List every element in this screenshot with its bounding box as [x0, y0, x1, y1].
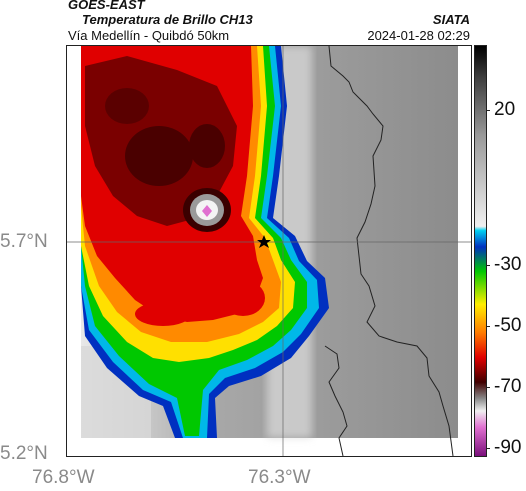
colorbar-tick	[486, 110, 490, 111]
colorbar-label: -90	[494, 437, 522, 458]
border-line-south	[324, 345, 348, 456]
border-line-east	[328, 46, 454, 456]
lat-tick-label: 5.2°N	[0, 443, 48, 464]
lat-tick-label: 5.7°N	[0, 231, 48, 252]
colorbar-label: -30	[494, 254, 522, 275]
organization-label: SIATA	[432, 12, 470, 27]
colorbar	[474, 45, 487, 457]
colorbar-tick	[486, 448, 490, 449]
satellite-map[interactable]	[66, 45, 472, 457]
colorbar-gradient	[475, 46, 486, 456]
location-star-marker	[257, 235, 271, 248]
route-subtitle: Vía Medellín - Quibdó 50km	[68, 28, 230, 43]
map-canvas	[67, 46, 471, 456]
timestamp-label: 2024-01-28 02:29	[367, 28, 470, 43]
lon-tick-label: 76.8°W	[32, 467, 95, 488]
colorbar-tick	[486, 265, 490, 266]
colorbar-label: -50	[494, 315, 522, 336]
product-title: GOES-EAST	[68, 0, 145, 12]
lon-tick-label: 76.3°W	[248, 467, 311, 488]
channel-title: Temperatura de Brillo CH13	[82, 12, 253, 27]
colorbar-label: 20	[494, 99, 516, 120]
colorbar-label: -70	[494, 376, 522, 397]
colorbar-tick	[486, 326, 490, 327]
overshooting-top-diamond	[202, 205, 212, 217]
colorbar-tick	[486, 387, 490, 388]
